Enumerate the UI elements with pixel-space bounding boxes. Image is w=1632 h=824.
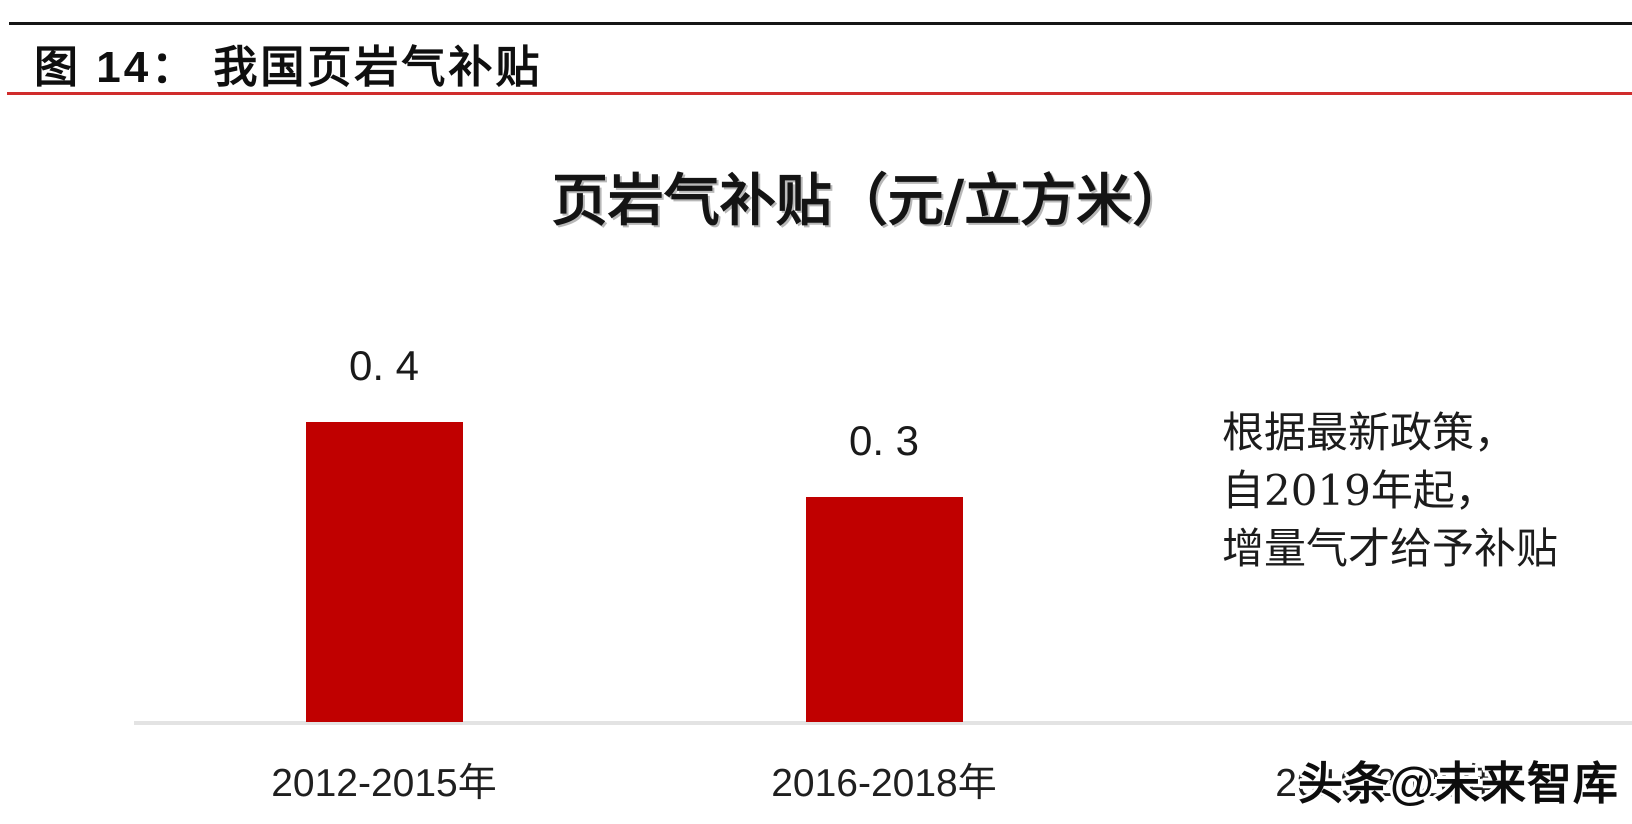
x-axis-line xyxy=(134,721,1632,725)
bar-2016-2018年 xyxy=(805,497,963,722)
header-top-rule xyxy=(9,22,1632,25)
bar-2012-2015年 xyxy=(305,422,463,722)
category-label: 2016-2018年 xyxy=(771,762,997,805)
policy-annotation: 根据最新政策， 自2019年起， 增量气才给予补贴 xyxy=(1222,404,1558,578)
bar-value-label: 0. 4 xyxy=(348,342,420,389)
chart-title: 页岩气补贴（元/立方米） xyxy=(551,168,1189,234)
header-accent-rule xyxy=(7,92,1632,95)
policy-annotation-line: 根据最新政策， xyxy=(1222,408,1517,457)
policy-annotation-line: 增量气才给予补贴 xyxy=(1222,524,1559,573)
watermark-text: 头条@未来智库 xyxy=(1298,758,1619,809)
category-label: 2019-2020年 xyxy=(1275,762,1501,805)
bar-value-label: 0. 3 xyxy=(848,417,920,464)
figure-caption: 图 14： 我国页岩气补贴 xyxy=(34,43,543,92)
category-label: 2012-2015年 xyxy=(271,762,497,805)
policy-annotation-line: 自2019年起， xyxy=(1222,466,1497,515)
